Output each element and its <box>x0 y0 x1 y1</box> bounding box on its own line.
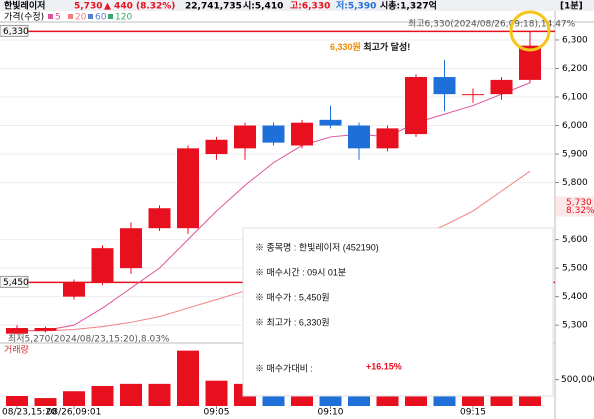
price-line-label: 6,330 <box>3 27 29 37</box>
max-note: 최고6,330(2024/08/26,09:18),14.47% <box>408 19 576 30</box>
legend-swatch <box>108 14 113 19</box>
candle-body <box>490 79 513 95</box>
ratio-value: +16.15% <box>366 361 402 371</box>
candle-body <box>148 208 171 229</box>
x-tick-label: 09:15 <box>460 408 486 418</box>
annotation-text: 최고가 달성! <box>361 41 410 52</box>
candle-body <box>348 125 370 149</box>
legend-label: 20 <box>75 13 87 23</box>
current-tag <box>556 196 594 217</box>
min-note: 최저5,270(2024/08/23,15:20),8.03% <box>8 334 170 345</box>
candle-body <box>319 119 342 126</box>
annotation: 6,330원 최고가 달성! <box>330 41 410 52</box>
x-tick-label: 09:10 <box>318 408 344 418</box>
volume: 22,741,735 <box>185 2 242 12</box>
volume-bar <box>120 383 142 406</box>
info-line: ※ 최고가 : 6,330원 <box>255 317 330 327</box>
y-tick-label: 5,600 <box>562 235 588 245</box>
price-line-tag <box>0 24 29 37</box>
y-tick-label: 5,300 <box>562 321 588 331</box>
stock-name: 한빛레이저 <box>4 0 45 12</box>
volume-bar <box>6 395 28 406</box>
y-tick-label: 5,800 <box>562 178 588 188</box>
low: 저:5,390 <box>336 0 376 12</box>
volume-bar <box>91 385 114 406</box>
info-line: ※ 종목명 : 한빛레이저 (452190) <box>255 242 379 252</box>
y-tick-label: 5,400 <box>562 292 588 302</box>
current-price: 5,730 <box>566 198 592 208</box>
x-tick-label: 08/26,09:01 <box>47 408 102 418</box>
period[interactable]: [1분] <box>560 1 583 12</box>
annotation-price: 6,330원 <box>330 41 361 52</box>
header-bar <box>0 0 594 11</box>
candle-body <box>376 128 399 149</box>
candle-body <box>405 77 427 135</box>
info-line: ※ 매수시간 : 09시 01분 <box>255 267 346 277</box>
legend-label: 60 <box>95 13 107 23</box>
legend-label: 120 <box>115 13 132 23</box>
open: 시:5,410 <box>243 1 283 12</box>
current-pct: 8.32% <box>566 206 594 216</box>
x-tick-label: 08/23,15:20 <box>2 408 57 418</box>
price-line-label: 5,450 <box>3 278 29 288</box>
candle-body <box>462 94 484 96</box>
candle-body <box>205 139 228 155</box>
candle-body <box>262 125 285 143</box>
price: 5,730 <box>74 2 102 12</box>
y-tick-label: 5,900 <box>562 150 588 160</box>
candle-body <box>177 148 199 229</box>
volume-bar <box>148 383 171 406</box>
legend-title: 가격(수정) <box>4 11 44 23</box>
candle-body <box>519 45 541 80</box>
info-line: ※ 매수가 : 5,450원 <box>255 292 330 302</box>
cap: 시총:1,327억 <box>380 0 437 12</box>
y-tick-label: 6,300 <box>562 35 588 45</box>
change: ▲ 440 (8.32%) <box>104 2 175 12</box>
candle-body <box>234 125 256 149</box>
candle-body <box>433 77 456 95</box>
y-tick-label: 500,000 <box>561 375 594 385</box>
moving-average <box>16 82 531 332</box>
volume-title: 거래량 <box>4 344 29 356</box>
x-tick-label: 09:05 <box>204 408 230 418</box>
price-line-tag <box>0 275 29 288</box>
candle-body <box>63 282 85 297</box>
legend-swatch <box>48 14 53 19</box>
legend-swatch <box>88 14 93 19</box>
candle-body <box>91 248 114 283</box>
highlight-circle <box>509 10 551 52</box>
y-tick-label: 6,000 <box>562 121 588 131</box>
volume-bar <box>63 391 85 406</box>
y-tick-label: 6,100 <box>562 93 588 103</box>
candle-body <box>34 328 57 331</box>
candle-body <box>120 228 142 269</box>
volume-bar <box>34 398 57 406</box>
y-tick-label: 6,200 <box>562 64 588 74</box>
info-box <box>242 227 554 397</box>
ratio-label: ※ 매수가대비 : <box>255 363 313 373</box>
volume-bar <box>205 380 228 406</box>
y-tick-label: 5,500 <box>562 264 588 274</box>
legend-label: 5 <box>55 13 61 23</box>
candle-body <box>6 328 28 334</box>
legend-swatch <box>68 14 73 19</box>
volume-bar <box>177 350 199 406</box>
high: 고:6,330 <box>290 1 330 12</box>
candle-body <box>291 122 313 146</box>
